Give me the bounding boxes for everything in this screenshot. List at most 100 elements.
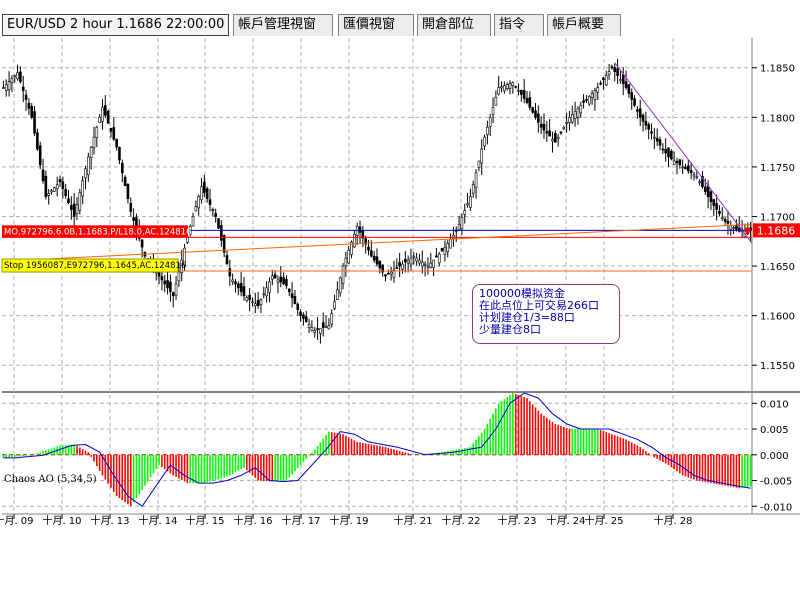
candle-body [619,79,622,81]
candle-body [689,170,693,174]
candle-body [330,313,334,325]
last-price-dot [744,227,751,234]
mo-order-label-bg [2,225,188,238]
candle-body [443,246,447,255]
candle-body [19,71,22,82]
tab-account-summary[interactable]: 帳戶概要 [547,14,621,36]
candle-body [537,113,540,123]
candle-body [539,123,543,128]
tab-account-management[interactable]: 帳戶管理視窗 [233,14,333,36]
candle-body [38,145,42,166]
candle-body [313,330,317,333]
candle-body [13,75,17,78]
candle-body [262,293,266,296]
candle-body [604,75,608,86]
candle-body [231,279,234,282]
candle-body [494,97,498,106]
candle-body [347,249,350,264]
candle-body [358,226,362,233]
stop-label-bg [1,258,179,273]
x-tick-label: 十月. 09 [0,514,34,527]
candle-body [406,259,410,264]
candle-body [217,218,220,229]
tab-rates-window[interactable]: 匯價視窗 [338,14,414,36]
ao-bars [2,393,752,507]
candle-body [220,225,223,241]
ao-tick-label: -0.010 [760,502,792,513]
candle-body [505,84,509,89]
candle-body [200,186,203,201]
y-tick-label: 1.1650 [760,262,795,273]
candle-body [72,203,76,217]
y-tick-label: 1.1550 [760,361,795,372]
candle-body [87,156,90,176]
candle-body [129,202,133,212]
candle-body [630,92,634,100]
candle-body [287,288,291,293]
candle-body [387,272,390,275]
candle-body [174,283,178,296]
candle-body [120,162,124,174]
candle-body [268,281,271,293]
candle-body [418,259,421,264]
candle-body [528,97,532,108]
candle-body [171,292,175,297]
tab-eurusd-chart[interactable]: EUR/USD 2 hour 1.1686 22:00:00 [2,14,229,36]
candle-body [735,225,738,230]
candle-body [729,225,733,230]
candle-body [508,83,512,89]
tab-orders[interactable]: 指令 [494,14,544,36]
candle-body [16,72,19,80]
candle-body [435,255,438,258]
candle-body [573,111,577,120]
candle-body [554,133,557,143]
candle-body [104,105,107,116]
candle-body [214,213,217,217]
x-tick-label: 十月. 25 [584,514,623,527]
candle-body [556,136,560,140]
candle-body [55,184,59,190]
candle-body [398,262,401,267]
y-tick-label: 1.1700 [760,212,795,223]
candle-body [718,211,721,214]
candle-body [41,169,45,182]
candle-body [551,138,554,142]
candle-body [720,217,724,219]
candle-body [525,98,529,103]
price-label-bg [753,223,800,238]
candle-body [670,151,673,160]
candle-body [474,172,478,189]
candle-body [316,328,319,330]
candle-body [36,132,39,150]
candle-body [242,286,246,297]
candle-body [299,311,302,316]
candle-body [282,277,285,285]
candle-body [559,131,563,134]
candle-body [655,138,659,142]
candle-body [395,267,399,269]
candle-body [723,218,727,222]
candle-body [296,303,300,310]
candle-body [384,274,387,277]
y-tick-label: 1.1750 [760,163,795,174]
tab-open-positions[interactable]: 開倉部位 [417,14,491,36]
annotation-line-small: 少量建仓8口 [479,323,541,336]
candle-body [327,325,331,330]
x-tick-label: 十月. 14 [138,514,177,527]
candle-body [726,220,730,224]
candle-body [228,268,232,277]
candle-body [511,82,515,86]
candle-body [503,85,506,92]
ao-tick-label: -0.005 [760,477,792,488]
candle-body [33,111,36,134]
candle-body [392,269,396,279]
candle-body [336,289,339,300]
candle-body [437,253,441,264]
candle-body [491,107,495,115]
y-tick-label: 1.1600 [760,312,795,323]
candle-body [265,287,268,297]
candle-body [324,326,328,328]
ao-tick-label: 0.005 [760,425,789,436]
candle-body [321,322,325,328]
